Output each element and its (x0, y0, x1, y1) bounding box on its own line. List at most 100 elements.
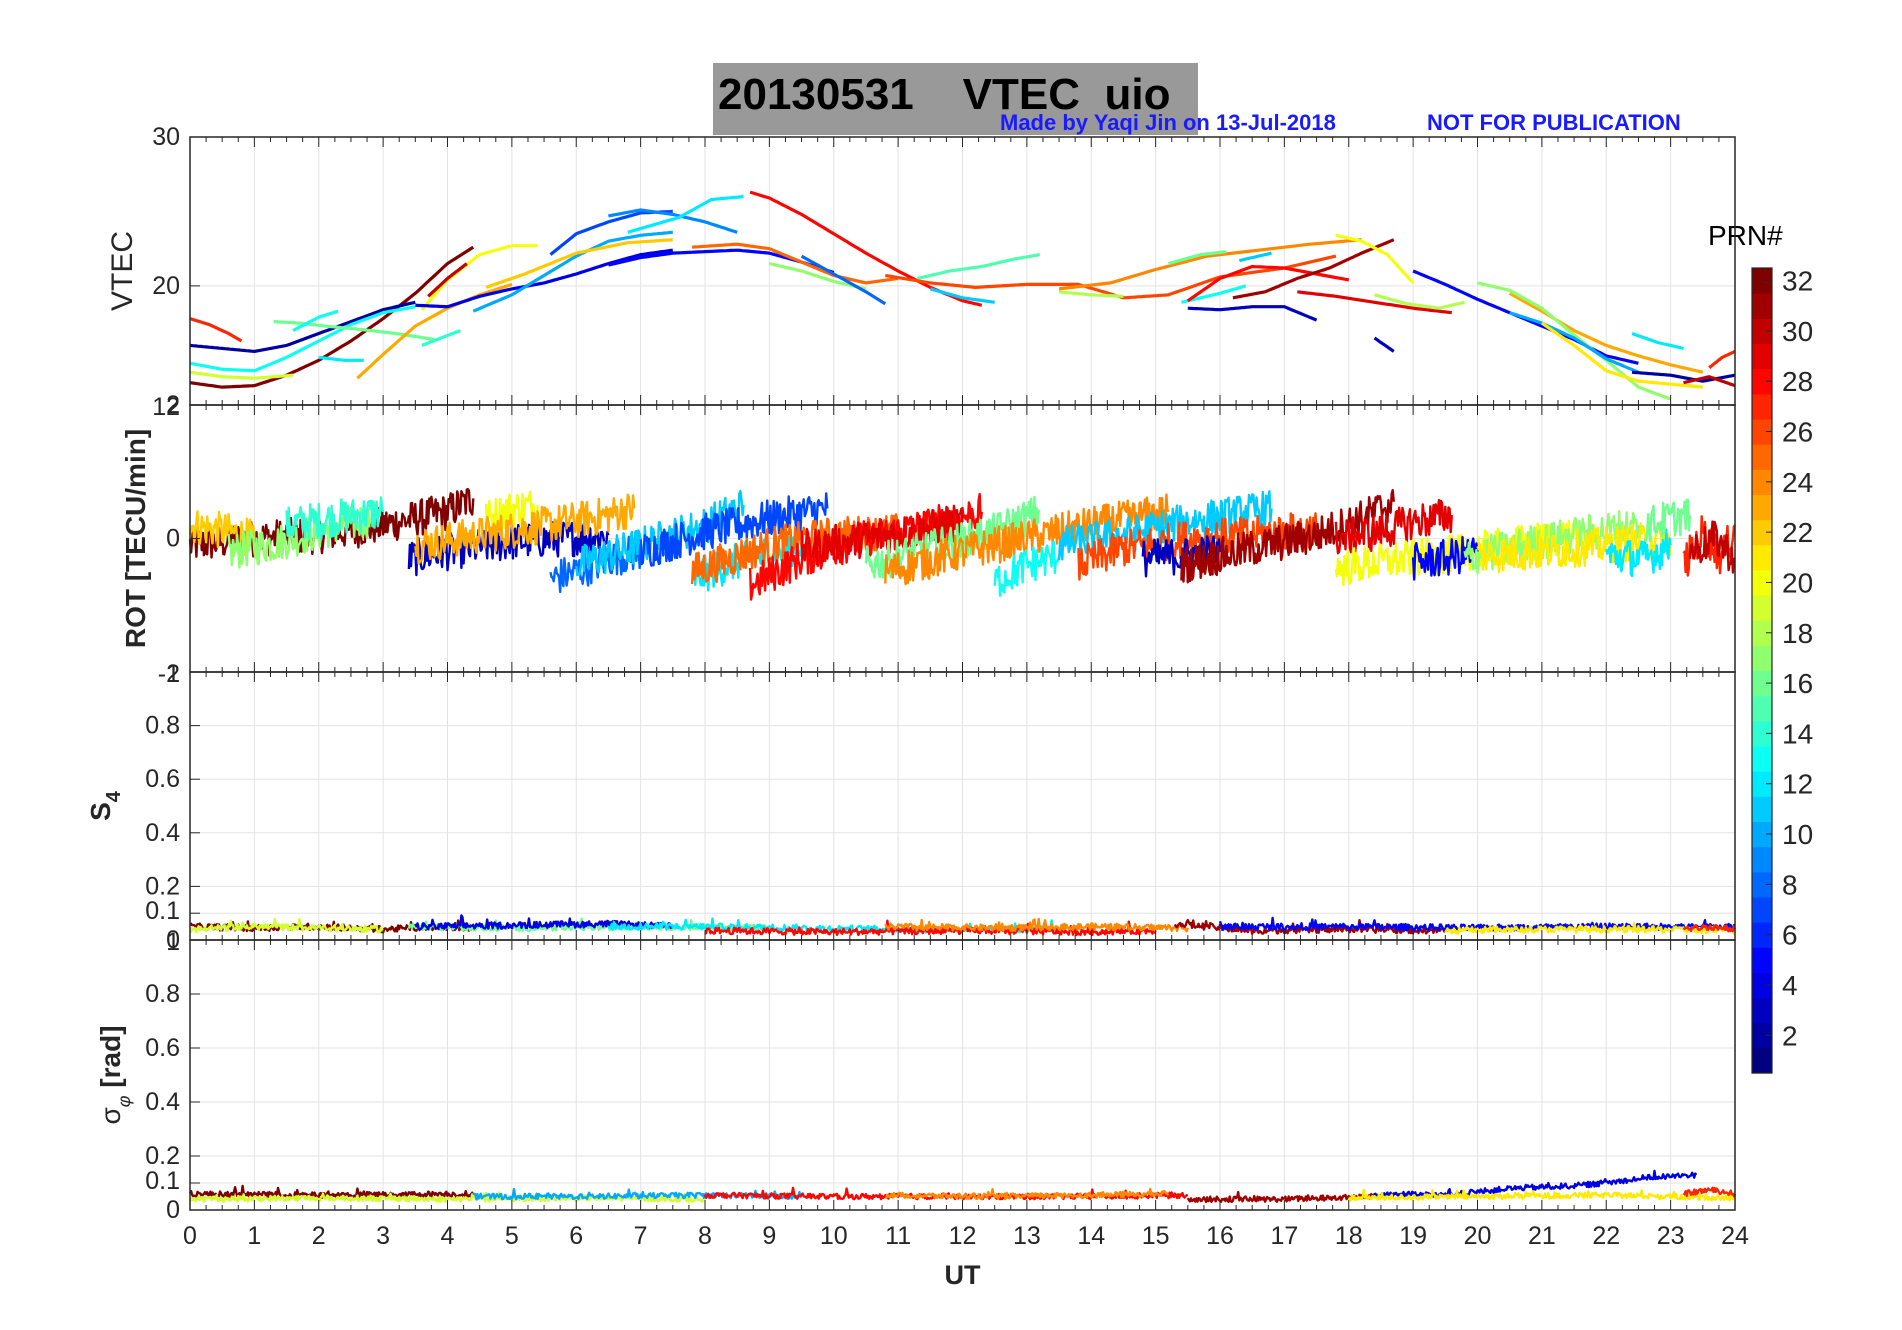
colorbar-label: PRN# (1708, 220, 1783, 251)
sigma_phi-ytick-label: 0 (166, 1196, 180, 1224)
colorbar-segment (1752, 922, 1772, 948)
x-tick-label: 3 (376, 1222, 390, 1250)
colorbar-segment (1752, 318, 1772, 345)
colorbar-segment (1752, 821, 1772, 848)
vtec-series-prn-14 (421, 329, 461, 347)
sigma_phi-series-prn-24 (885, 1187, 1170, 1201)
rot-series-prn-17 (1463, 510, 1640, 575)
colorbar-tick-label: 18 (1782, 618, 1813, 649)
publication-notice: NOT FOR PUBLICATION (1427, 110, 1681, 135)
vtec-series-prn-31 (1232, 238, 1395, 300)
colorbar-segment (1752, 368, 1772, 395)
rot-series-prn-14 (285, 496, 385, 541)
vtec-ytick-label: 20 (152, 272, 180, 300)
colorbar-segment (1752, 620, 1772, 646)
sigma_phi-ytick-label: 0.2 (145, 1142, 180, 1170)
colorbar-segment (1752, 469, 1772, 496)
vtec-series-prn-28 (1186, 264, 1350, 303)
vtec-series-prn-27 (189, 317, 243, 343)
vtec-series-prn-26 (885, 254, 1337, 300)
x-tick-label: 20 (1464, 1222, 1492, 1250)
colorbar-segment (1752, 268, 1772, 294)
vtec-series-prn-32 (189, 245, 475, 389)
sigma_phi-ytick-label: 0.4 (145, 1088, 180, 1116)
colorbar-segment (1752, 645, 1772, 672)
rot-series-prn-13 (993, 540, 1061, 597)
colorbar-frame (1751, 267, 1773, 1074)
colorbar-segment (1752, 846, 1772, 873)
colorbar-tick-label: 26 (1782, 417, 1813, 448)
x-tick-label: 6 (569, 1222, 583, 1250)
rot-ytick-label: 2 (166, 391, 180, 419)
vtec-series-prn-12 (1631, 332, 1684, 350)
vtec-series-prn-25 (691, 242, 899, 285)
colorbar-tick-label: 16 (1782, 668, 1813, 699)
x-tick-label: 12 (949, 1222, 977, 1250)
vtec-series-prn-16 (273, 320, 435, 342)
colorbar-segment (1752, 595, 1772, 621)
figure-title: 20130531 VTEC uio (718, 70, 1171, 119)
colorbar-segment (1752, 947, 1772, 973)
rot-ylabel: ROT [TECU/min] (120, 429, 151, 648)
colorbar-tick-label: 28 (1782, 366, 1813, 397)
x-tick-label: 22 (1592, 1222, 1620, 1250)
x-tick-label: 4 (441, 1222, 455, 1250)
sigma_phi-series-prn-27 (1682, 1186, 1737, 1198)
colorbar-segment (1752, 494, 1772, 521)
vtec-series-prn-8 (800, 254, 887, 306)
x-tick-label: 23 (1657, 1222, 1685, 1250)
colorbar-segment (1752, 293, 1772, 319)
vtec-series-prn-2 (189, 300, 416, 353)
colorbar-segment (1752, 393, 1772, 420)
s4-ytick-label: 0.4 (145, 819, 180, 847)
colorbar-tick-label: 4 (1782, 970, 1798, 1001)
vtec-series-prn-19 (189, 370, 294, 380)
colorbar-segment (1752, 972, 1772, 999)
vtec-series-prn-24 (1058, 238, 1362, 291)
vtec-series-prn-12 (627, 195, 744, 234)
colorbar-tick-label: 12 (1782, 769, 1813, 800)
s4-ytick-label: 0.6 (145, 765, 180, 793)
sigma_phi-series-prn-21 (1347, 1188, 1737, 1202)
vtec-ytick-label: 30 (152, 123, 180, 151)
x-tick-label: 17 (1270, 1222, 1298, 1250)
rot-series-prn-16 (1643, 498, 1692, 543)
x-tick-label: 16 (1206, 1222, 1234, 1250)
colorbar-tick-label: 14 (1782, 718, 1813, 749)
vtec-series-prn-18 (1374, 293, 1465, 310)
x-tick-label: 2 (312, 1222, 326, 1250)
vtec-series-prn-15 (917, 253, 1041, 280)
vtec-series-prn-18 (1058, 290, 1124, 298)
s4-ytick-label: 0.1 (145, 897, 180, 925)
s4-ylabel: S4 (85, 790, 125, 821)
colorbar-segment (1752, 896, 1772, 923)
x-tick-label: 14 (1077, 1222, 1105, 1250)
x-tick-label: 24 (1721, 1222, 1749, 1250)
s4-ytick-label: 0.8 (145, 712, 180, 740)
colorbar-segment (1752, 771, 1772, 797)
sigma_phi-ytick-label: 1 (166, 928, 180, 956)
vtec-panel: 20 30 12 VTEC (106, 123, 1736, 421)
vtec-series-prn-17 (1477, 281, 1672, 401)
vtec-series-prn-13 (189, 305, 416, 373)
rot-ytick-label: 0 (166, 525, 180, 553)
vtec-series-prn-4 (415, 248, 673, 309)
vtec-series-prn-16 (1168, 250, 1227, 266)
rot-series-prn-11 (1057, 490, 1273, 561)
vtec-series-prn-20 (1335, 233, 1415, 284)
s4-ytick-label: 0 (166, 926, 180, 954)
colorbar-segment (1752, 871, 1772, 898)
rot-ytick-label: -2 (158, 660, 180, 688)
rot-series-prn-29 (1334, 498, 1453, 555)
author-stamp: Made by Yaqi Jin on 13-Jul-2018 (1000, 110, 1336, 135)
x-tick-label: 11 (885, 1222, 911, 1250)
vtec-series-prn-12 (318, 355, 364, 362)
vtec-ytick-label: 12 (152, 393, 180, 421)
x-tick-label: 7 (634, 1222, 648, 1250)
colorbar-segment (1752, 796, 1772, 823)
s4-series-prn-28 (704, 919, 1157, 937)
s4-series-prn-24 (884, 917, 1189, 933)
